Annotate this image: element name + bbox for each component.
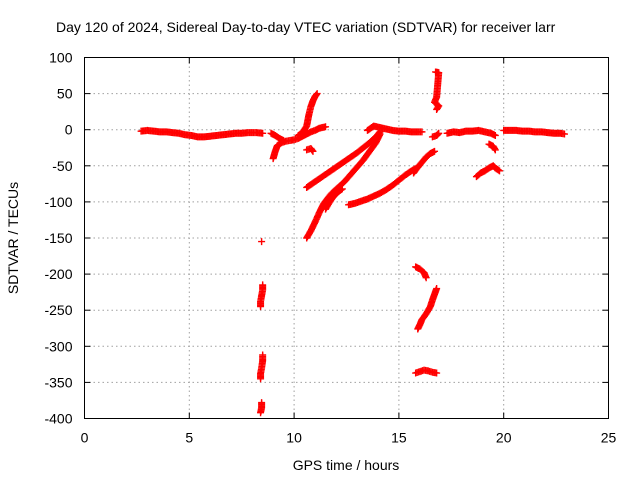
series-seg-c (269, 123, 330, 163)
data-point (338, 185, 346, 193)
y-tick-label: -300 (44, 338, 72, 354)
data-point (560, 130, 568, 138)
series-seg-r (500, 126, 568, 138)
x-axis-title: GPS time / hours (293, 457, 400, 473)
y-tick-label: 100 (49, 50, 73, 66)
data-point (257, 409, 265, 417)
series-seg-e (303, 144, 317, 155)
series-seg-g (303, 130, 384, 242)
x-tick-label: 5 (185, 430, 193, 446)
data-point (258, 238, 266, 246)
data-point (322, 123, 330, 131)
series-seg-j (363, 122, 426, 136)
tick-layer: 0 5 10 15 20 25 100 50 0 -50 -100 -150 -200 -250 -300 -… (44, 50, 616, 446)
series-seg-l2 (414, 285, 441, 333)
data-point (337, 186, 345, 194)
x-tick-label: 25 (601, 430, 617, 446)
data-point (433, 369, 441, 377)
series-seg-m (431, 68, 443, 113)
x-tick-label: 0 (81, 430, 89, 446)
y-tick-label: 50 (57, 86, 73, 102)
y-tick-label: -200 (44, 266, 72, 282)
data-point (431, 147, 439, 155)
data-point (491, 146, 499, 154)
data-point (257, 303, 265, 311)
x-tick-label: 20 (496, 430, 512, 446)
data-point (309, 147, 317, 155)
data-point (491, 131, 499, 139)
series-seg-a (137, 126, 267, 141)
series-seg-b2 (257, 281, 267, 311)
series-seg-o (443, 126, 499, 139)
series-seg-l1 (412, 263, 430, 282)
data-point (376, 130, 384, 138)
data-point (418, 128, 426, 136)
y-tick-label: -150 (44, 230, 72, 246)
data-point (435, 129, 443, 137)
data-point (422, 274, 430, 282)
x-tick-label: 10 (286, 430, 302, 446)
data-point (496, 167, 504, 175)
y-tick-label: -50 (52, 158, 72, 174)
data-point (313, 90, 321, 98)
data-point (433, 105, 441, 113)
y-tick-label: 0 (65, 122, 73, 138)
y-tick-label: -250 (44, 302, 72, 318)
series-seg-d (294, 90, 321, 139)
y-axis-title: SDTVAR / TECUs (5, 182, 21, 294)
x-tick-label: 15 (391, 430, 407, 446)
series-seg-b4 (257, 399, 266, 417)
series-seg-q (472, 162, 504, 181)
y-tick-label: -100 (44, 194, 72, 210)
series-seg-h (322, 185, 346, 213)
data-point (414, 325, 422, 333)
series-seg-k (410, 147, 439, 177)
chart-title: Day 120 of 2024, Sidereal Day-to-day VTE… (56, 19, 556, 35)
series-seg-c2 (267, 129, 288, 145)
series-seg-f (303, 128, 384, 191)
data-point (280, 137, 288, 145)
data-point (494, 166, 502, 174)
data-point (259, 129, 267, 137)
series-seg-p (485, 140, 499, 154)
data-layer (137, 68, 568, 417)
y-tick-label: -400 (44, 411, 72, 427)
series-seg-n (428, 129, 443, 141)
data-point (257, 375, 265, 383)
series-seg-l3 (412, 366, 441, 377)
series-seg-b3 (257, 351, 267, 383)
series-seg-b1 (258, 238, 266, 246)
y-tick-label: -350 (44, 374, 72, 390)
grid-layer (84, 57, 609, 419)
